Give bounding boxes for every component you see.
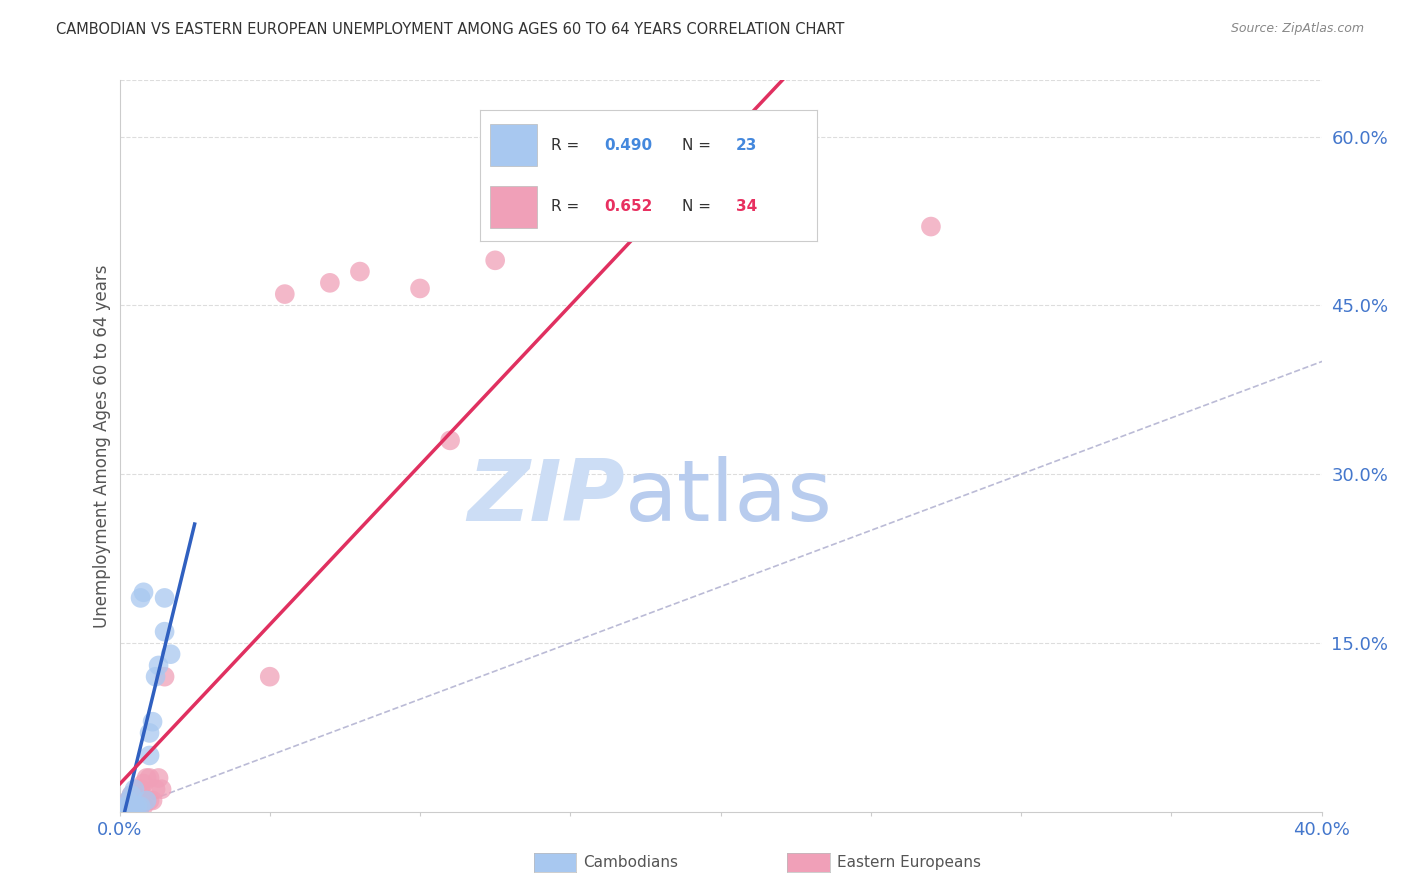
Point — [259, 670, 281, 684]
Point — [138, 748, 160, 763]
Point — [132, 776, 155, 790]
Point — [117, 793, 139, 807]
Point — [117, 799, 139, 814]
Point — [138, 726, 160, 740]
Point — [135, 793, 157, 807]
Point — [920, 219, 942, 234]
Point — [111, 799, 134, 814]
Point — [124, 799, 146, 814]
Point — [121, 799, 143, 814]
Point — [145, 670, 167, 684]
Point — [138, 771, 160, 785]
Point — [153, 670, 176, 684]
Point — [409, 281, 432, 295]
Point — [108, 804, 131, 818]
Point — [159, 647, 181, 661]
Text: atlas: atlas — [624, 456, 832, 539]
Text: Source: ZipAtlas.com: Source: ZipAtlas.com — [1230, 22, 1364, 36]
Point — [111, 804, 134, 818]
Point — [319, 276, 342, 290]
Point — [135, 793, 157, 807]
Point — [132, 799, 155, 814]
Point — [129, 799, 152, 814]
Point — [111, 805, 134, 819]
Point — [124, 782, 146, 797]
Point — [153, 624, 176, 639]
Text: ZIP: ZIP — [467, 456, 624, 539]
Point — [142, 714, 165, 729]
Point — [153, 591, 176, 605]
Point — [117, 793, 139, 807]
Point — [127, 799, 149, 814]
Point — [439, 434, 461, 448]
Point — [129, 591, 152, 605]
Point — [127, 799, 149, 814]
Point — [121, 788, 143, 802]
Point — [121, 799, 143, 814]
Point — [349, 264, 371, 278]
Point — [114, 799, 136, 814]
Point — [129, 799, 152, 814]
Point — [148, 658, 170, 673]
Point — [108, 805, 131, 819]
Point — [148, 771, 170, 785]
Point — [132, 585, 155, 599]
Point — [121, 788, 143, 802]
Point — [114, 801, 136, 815]
Point — [117, 799, 139, 814]
Point — [124, 799, 146, 814]
Point — [145, 782, 167, 797]
Point — [124, 788, 146, 802]
Point — [142, 793, 165, 807]
Point — [127, 782, 149, 797]
Text: CAMBODIAN VS EASTERN EUROPEAN UNEMPLOYMENT AMONG AGES 60 TO 64 YEARS CORRELATION: CAMBODIAN VS EASTERN EUROPEAN UNEMPLOYME… — [56, 22, 845, 37]
Point — [111, 802, 134, 816]
Point — [135, 771, 157, 785]
Point — [484, 253, 506, 268]
Point — [114, 797, 136, 811]
Point — [138, 793, 160, 807]
Text: Eastern Europeans: Eastern Europeans — [837, 855, 980, 870]
Point — [129, 782, 152, 797]
Point — [150, 782, 173, 797]
Y-axis label: Unemployment Among Ages 60 to 64 years: Unemployment Among Ages 60 to 64 years — [93, 264, 111, 628]
Point — [274, 287, 297, 301]
Text: Cambodians: Cambodians — [583, 855, 679, 870]
